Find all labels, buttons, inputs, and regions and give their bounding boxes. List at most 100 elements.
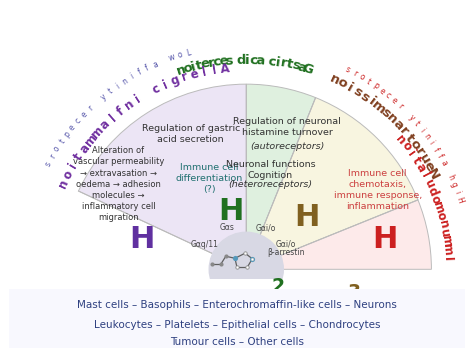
- Text: Alteration of
vascular permeability
→ extravasation →
oedema → adhesion
molecule: Alteration of vascular permeability → ex…: [73, 146, 164, 222]
- Text: I: I: [441, 256, 455, 261]
- Text: Gαi/o: Gαi/o: [276, 240, 296, 249]
- Text: t: t: [409, 155, 423, 166]
- Text: s: s: [44, 160, 54, 168]
- Text: n: n: [393, 132, 409, 147]
- Text: m: m: [439, 234, 454, 249]
- Text: a: a: [98, 118, 113, 132]
- Text: i: i: [418, 126, 426, 134]
- Text: n: n: [421, 132, 432, 141]
- Text: d: d: [425, 185, 440, 198]
- Point: [241, 250, 249, 256]
- Text: u: u: [416, 152, 432, 166]
- Text: o: o: [428, 193, 443, 206]
- Text: o: o: [336, 76, 349, 92]
- Text: L: L: [185, 48, 191, 58]
- Text: 4: 4: [425, 305, 438, 324]
- Text: y: y: [99, 92, 108, 102]
- Text: Hᴵˢᵗᵃᴹᴵⁿᵉ: Hᴵˢᵗᵃᴹᴵⁿᵉ: [244, 293, 249, 294]
- Text: o: o: [434, 210, 448, 221]
- Text: N: N: [424, 166, 441, 182]
- Text: e: e: [79, 110, 89, 119]
- Text: e: e: [421, 159, 437, 174]
- Text: l: l: [419, 171, 432, 180]
- Text: n: n: [384, 111, 400, 127]
- Text: o: o: [60, 168, 75, 181]
- Text: l: l: [107, 112, 118, 124]
- Text: c: c: [73, 117, 83, 126]
- Text: β-arrestin: β-arrestin: [267, 248, 305, 257]
- Text: i: i: [190, 60, 197, 74]
- Text: w: w: [167, 53, 176, 63]
- Text: s: s: [291, 59, 301, 73]
- Text: i: i: [274, 56, 281, 69]
- Text: H: H: [129, 225, 155, 254]
- Text: e: e: [377, 86, 386, 96]
- Text: t: t: [412, 120, 421, 128]
- Text: H: H: [219, 197, 244, 226]
- Text: i: i: [129, 72, 135, 81]
- Text: r: r: [180, 70, 189, 84]
- Text: i: i: [405, 148, 418, 159]
- Text: A: A: [220, 62, 230, 76]
- Text: Neuronal functions
Cognition: Neuronal functions Cognition: [226, 160, 315, 180]
- Point: [233, 265, 241, 270]
- Text: a: a: [255, 54, 264, 67]
- Point: [217, 262, 225, 267]
- Text: i: i: [133, 93, 143, 106]
- Text: c: c: [150, 82, 162, 96]
- Text: d: d: [237, 54, 246, 67]
- Text: Immune cell
chemotaxis,
immune response,
inflammation: Immune cell chemotaxis, immune response,…: [334, 169, 422, 211]
- Text: t: t: [365, 77, 373, 86]
- Point: [208, 262, 215, 267]
- Text: G: G: [301, 61, 315, 77]
- Point: [231, 256, 239, 261]
- Text: c: c: [267, 55, 276, 69]
- Text: s: s: [378, 106, 392, 120]
- Text: 2: 2: [272, 277, 284, 296]
- Text: i: i: [66, 161, 80, 171]
- Text: a: a: [413, 161, 428, 175]
- Text: H: H: [294, 203, 320, 232]
- Text: Regulation of neuronal
histamine turnover: Regulation of neuronal histamine turnove…: [233, 117, 341, 137]
- Text: n: n: [175, 63, 188, 78]
- Text: i: i: [427, 139, 436, 146]
- Text: i: i: [452, 190, 461, 195]
- Text: f: f: [435, 153, 444, 160]
- Text: HISTAMINE: HISTAMINE: [220, 290, 273, 298]
- Text: i: i: [366, 95, 378, 108]
- Text: i: i: [245, 54, 250, 67]
- Text: f: f: [144, 64, 151, 73]
- Text: o: o: [358, 73, 366, 82]
- Text: u: u: [421, 177, 437, 190]
- Text: a: a: [438, 159, 449, 168]
- Text: Gαq/11: Gαq/11: [191, 240, 219, 249]
- Text: p: p: [371, 81, 380, 91]
- Text: r: r: [279, 56, 288, 70]
- Text: Tumour cells – Other cells: Tumour cells – Other cells: [170, 338, 304, 347]
- Text: t: t: [195, 58, 204, 73]
- Text: i: i: [161, 78, 170, 91]
- Text: g: g: [169, 73, 181, 88]
- Text: m: m: [430, 200, 447, 215]
- Wedge shape: [79, 84, 246, 269]
- Text: o: o: [399, 139, 414, 153]
- Text: i: i: [114, 82, 121, 90]
- Text: Immune cell
differentiation
(?): Immune cell differentiation (?): [175, 163, 243, 194]
- Text: o: o: [176, 50, 183, 60]
- FancyBboxPatch shape: [0, 287, 474, 350]
- Text: e: e: [200, 57, 211, 71]
- Circle shape: [209, 232, 283, 306]
- Point: [243, 265, 251, 270]
- Wedge shape: [246, 200, 431, 269]
- Text: s: s: [225, 54, 234, 68]
- Text: i: i: [345, 81, 356, 94]
- Text: n: n: [328, 72, 342, 88]
- Text: r: r: [48, 153, 57, 160]
- Text: H: H: [454, 196, 465, 204]
- Text: e: e: [68, 123, 78, 132]
- Text: e: e: [390, 96, 399, 106]
- Text: l: l: [201, 65, 208, 78]
- Text: m: m: [369, 98, 388, 117]
- Text: o: o: [181, 61, 194, 76]
- Text: p: p: [62, 130, 72, 139]
